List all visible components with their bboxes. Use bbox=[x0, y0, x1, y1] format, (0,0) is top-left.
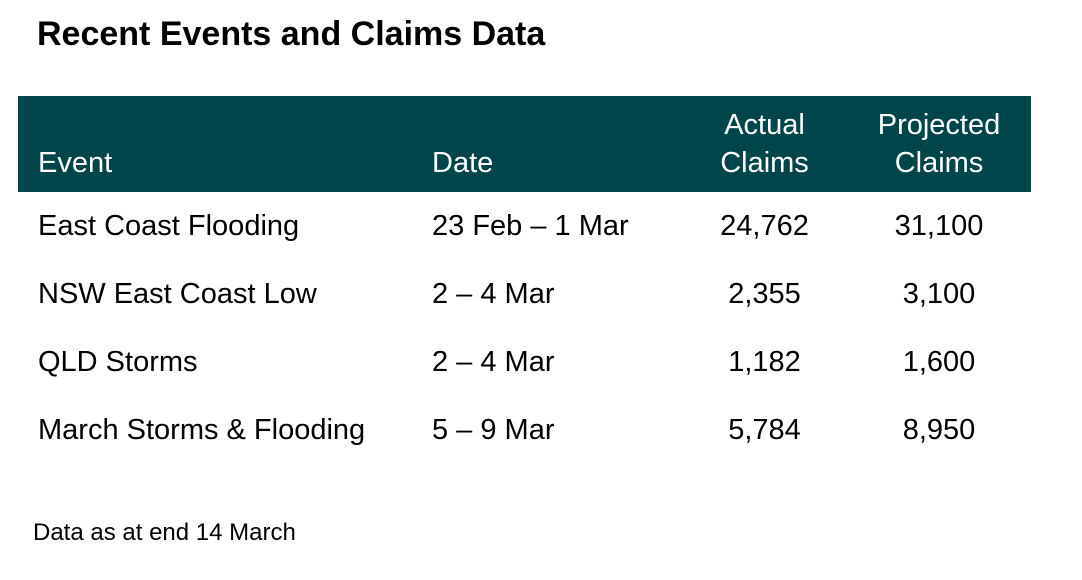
page-title: Recent Events and Claims Data bbox=[37, 15, 546, 53]
table-body: East Coast Flooding 23 Feb – 1 Mar 24,76… bbox=[18, 192, 1031, 464]
date-cell: 2 – 4 Mar bbox=[432, 346, 555, 378]
column-header-actual-line2: Claims bbox=[720, 147, 809, 179]
column-header-projected-line1: Projected bbox=[877, 109, 1001, 141]
actual-claims-cell: 5,784 bbox=[728, 414, 801, 446]
claims-table: Event Date Actual Claims Projected Claim… bbox=[18, 96, 1031, 464]
actual-claims-cell: 24,762 bbox=[720, 210, 809, 242]
event-cell: East Coast Flooding bbox=[38, 210, 300, 242]
event-cell: NSW East Coast Low bbox=[38, 278, 317, 310]
date-cell: 2 – 4 Mar bbox=[432, 278, 555, 310]
date-cell: 23 Feb – 1 Mar bbox=[432, 210, 629, 242]
projected-claims-cell: 3,100 bbox=[902, 278, 976, 310]
actual-claims-cell: 2,355 bbox=[728, 278, 801, 310]
event-cell: QLD Storms bbox=[38, 346, 198, 378]
column-header-date: Date bbox=[432, 147, 494, 179]
table-row: East Coast Flooding 23 Feb – 1 Mar 24,76… bbox=[18, 192, 1031, 260]
event-cell: March Storms & Flooding bbox=[38, 414, 366, 446]
table-header-row: Event Date Actual Claims Projected Claim… bbox=[18, 96, 1031, 192]
column-header-projected-claims: Projected Claims bbox=[847, 96, 1031, 192]
date-cell: 5 – 9 Mar bbox=[432, 414, 555, 446]
column-header-projected-line2: Claims bbox=[894, 147, 984, 179]
table-row: March Storms & Flooding 5 – 9 Mar 5,784 … bbox=[18, 396, 1031, 464]
column-header-actual-claims: Actual Claims bbox=[682, 96, 847, 192]
column-header-event: Event bbox=[38, 147, 113, 179]
projected-claims-cell: 31,100 bbox=[894, 210, 984, 242]
table-header: Event Date Actual Claims Projected Claim… bbox=[18, 96, 1031, 192]
table-row: QLD Storms 2 – 4 Mar 1,182 1,600 bbox=[18, 328, 1031, 396]
column-header-actual-line1: Actual bbox=[724, 109, 805, 141]
footnote: Data as at end 14 March bbox=[33, 519, 296, 546]
actual-claims-cell: 1,182 bbox=[728, 346, 801, 378]
table-row: NSW East Coast Low 2 – 4 Mar 2,355 3,100 bbox=[18, 260, 1031, 328]
projected-claims-cell: 1,600 bbox=[902, 346, 976, 378]
projected-claims-cell: 8,950 bbox=[902, 414, 976, 446]
